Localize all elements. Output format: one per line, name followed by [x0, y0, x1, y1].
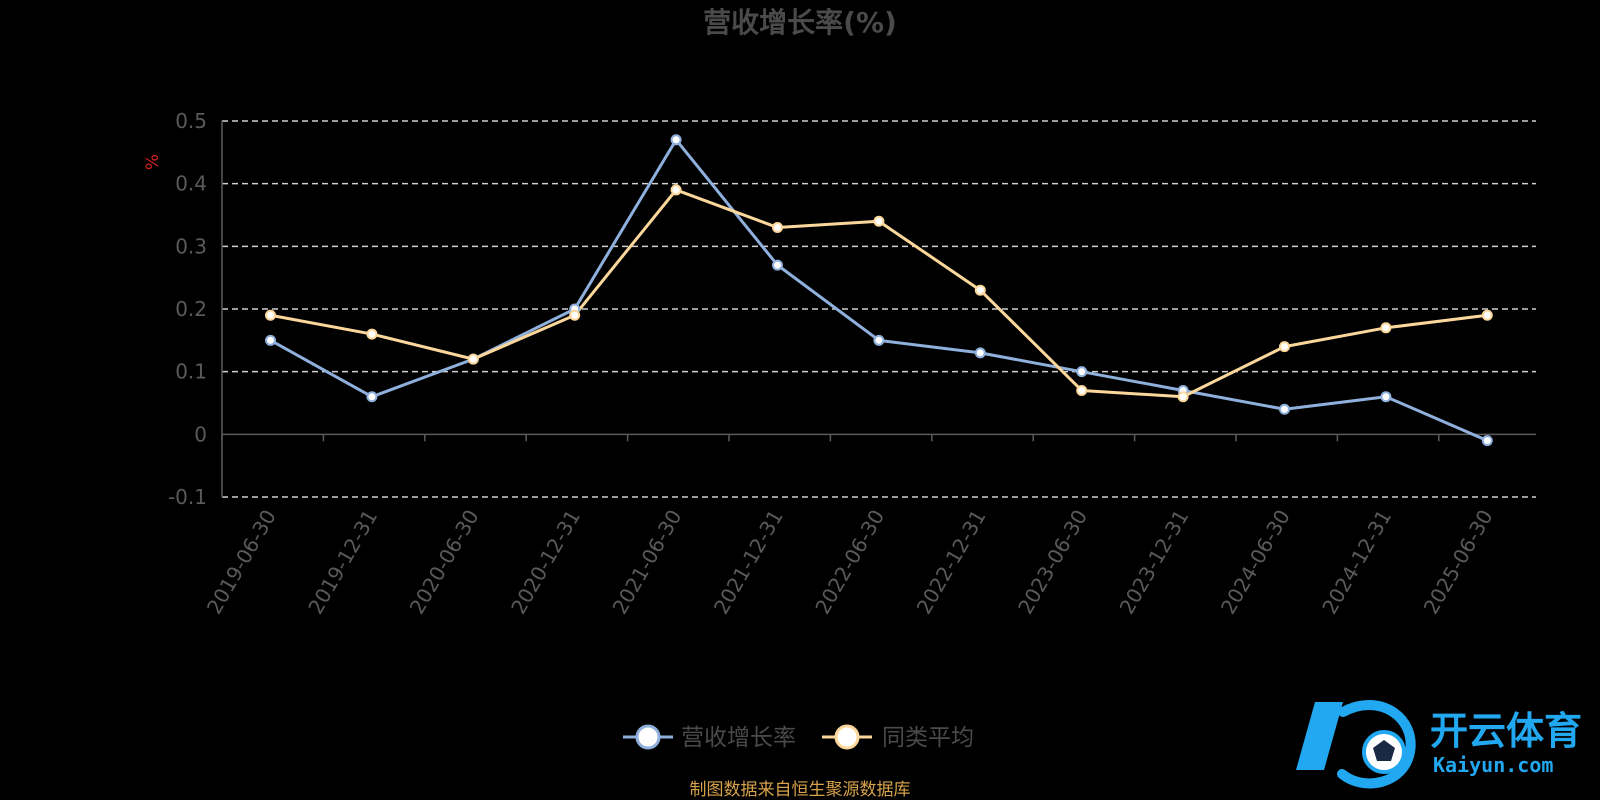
data-point[interactable] — [265, 309, 276, 321]
series-points — [265, 134, 1493, 447]
data-point[interactable] — [366, 328, 378, 340]
x-tick-label: 2022-12-31 — [912, 506, 991, 619]
legend-marker-peer-average — [834, 724, 860, 750]
data-point[interactable] — [670, 134, 682, 146]
legend-label-revenue-growth: 营收增长率 — [681, 725, 796, 751]
x-tick-label: 2019-06-30 — [202, 506, 281, 619]
data-point[interactable] — [670, 184, 682, 196]
axes — [221, 121, 1536, 497]
y-tick-label: 0.4 — [175, 172, 207, 196]
x-tick-label: 2021-12-31 — [709, 506, 788, 619]
data-point[interactable] — [873, 334, 885, 346]
data-point[interactable] — [1076, 366, 1088, 378]
x-tick-label: 2025-06-30 — [1419, 506, 1498, 619]
legend: 营收增长率 同类平均 — [623, 724, 974, 751]
x-tick-label: 2023-06-30 — [1013, 506, 1092, 619]
data-point[interactable] — [366, 391, 378, 403]
x-tick-label: 2023-12-31 — [1115, 506, 1194, 619]
y-tick-label: 0.3 — [175, 234, 207, 258]
y-tick-label: 0.5 — [175, 109, 207, 133]
watermark: 开云体育 Kaiyun.com — [1296, 700, 1582, 789]
data-point[interactable] — [1177, 391, 1189, 403]
data-point[interactable] — [772, 259, 783, 271]
x-tick-label: 2019-12-31 — [303, 506, 382, 619]
data-point[interactable] — [974, 347, 986, 359]
y-tick-label: 0.1 — [175, 360, 207, 384]
legend-item-revenue-growth[interactable]: 营收增长率 — [623, 724, 796, 751]
data-point[interactable] — [1481, 309, 1493, 321]
x-tick-label: 2021-06-30 — [608, 506, 687, 619]
data-point[interactable] — [1279, 341, 1290, 353]
data-source-note: 制图数据来自恒生聚源数据库 — [690, 780, 911, 800]
x-tick-label: 2024-12-31 — [1317, 506, 1396, 619]
data-point[interactable] — [265, 334, 276, 346]
y-tick-label: -0.1 — [168, 485, 207, 509]
data-point[interactable] — [1279, 403, 1290, 415]
data-point[interactable] — [569, 309, 581, 321]
data-point[interactable] — [1380, 391, 1392, 403]
y-tick-label: 0.2 — [175, 297, 207, 321]
x-tick-label: 2022-06-30 — [810, 506, 889, 619]
x-tick-label: 2020-06-30 — [405, 506, 484, 619]
kaiyun-soccer-logo-icon — [1296, 700, 1416, 789]
data-point[interactable] — [974, 284, 986, 296]
chart-title: 营收增长率(%) — [703, 6, 897, 39]
data-point[interactable] — [467, 353, 479, 365]
data-point[interactable] — [1076, 384, 1088, 396]
legend-label-peer-average: 同类平均 — [882, 725, 974, 751]
watermark-brand-cn: 开云体育 — [1430, 709, 1582, 753]
data-point[interactable] — [1481, 435, 1493, 447]
legend-marker-revenue-growth — [635, 724, 661, 750]
data-point[interactable] — [1380, 322, 1392, 334]
series-lines — [269, 138, 1488, 442]
data-point[interactable] — [772, 222, 783, 234]
data-point[interactable] — [873, 215, 885, 227]
watermark-brand-en: Kaiyun.com — [1433, 753, 1553, 777]
y-axis-ticks: 0.5 0.4 0.3 0.2 0.1 0 -0.1 — [168, 109, 207, 509]
legend-item-peer-average[interactable]: 同类平均 — [822, 724, 974, 751]
y-tick-label: 0 — [194, 422, 207, 446]
x-tick-label: 2020-12-31 — [506, 506, 585, 619]
y-axis-unit-label: % — [143, 154, 163, 170]
x-tick-label: 2024-06-30 — [1216, 506, 1295, 619]
series-line-0 — [269, 138, 1488, 442]
x-axis-ticks: 2019-06-30 2019-12-31 2020-06-30 2020-12-31… — [202, 506, 1498, 619]
grid-lines — [222, 120, 1536, 498]
